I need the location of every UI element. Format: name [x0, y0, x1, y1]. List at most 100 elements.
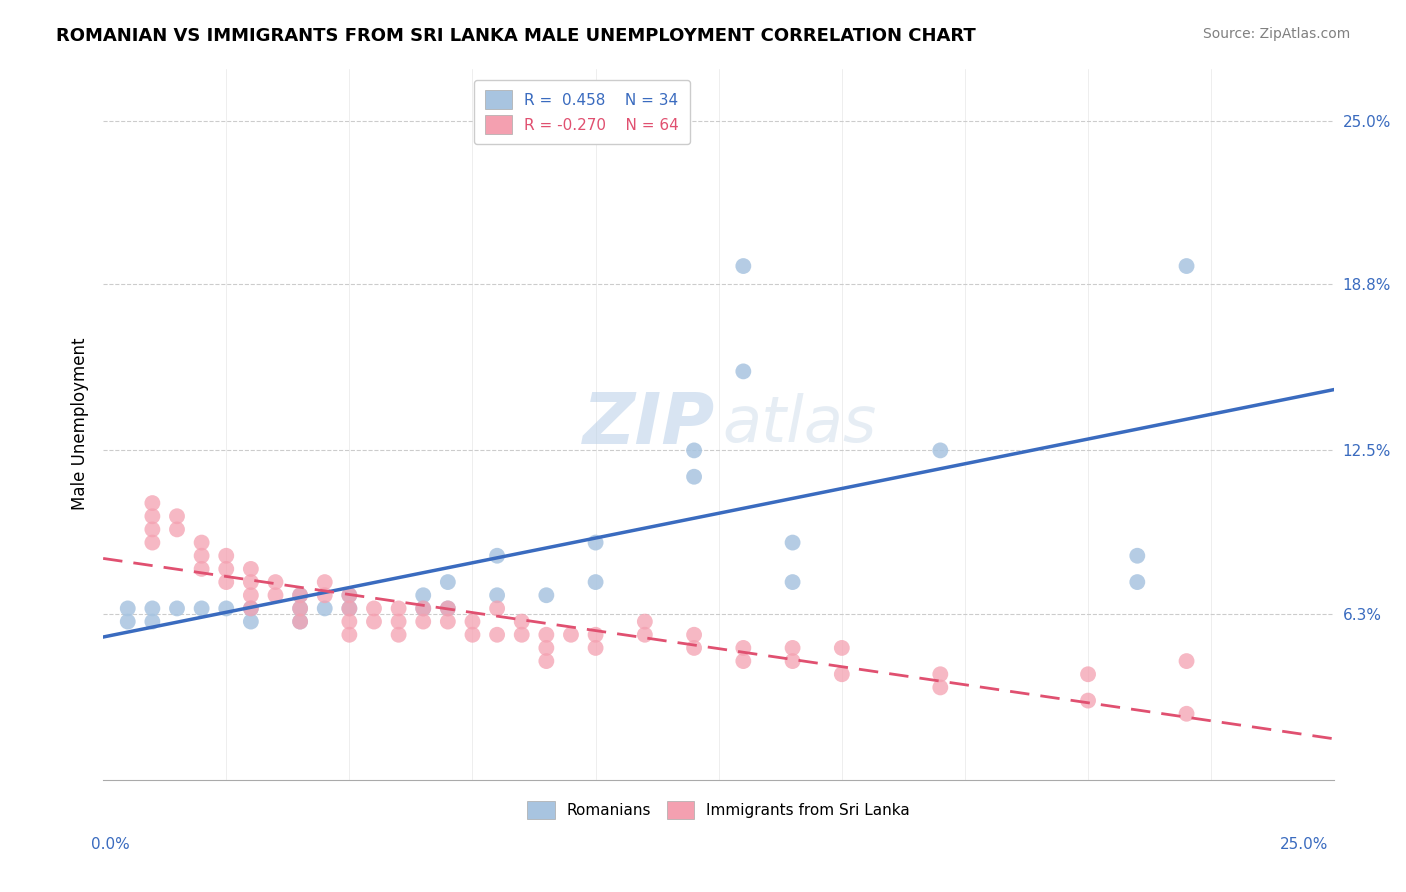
Point	[461, 628, 484, 642]
Point	[239, 588, 262, 602]
Point	[782, 654, 804, 668]
Point	[1175, 654, 1198, 668]
Point	[288, 601, 311, 615]
Legend: Romanians, Immigrants from Sri Lanka: Romanians, Immigrants from Sri Lanka	[522, 795, 917, 825]
Point	[264, 588, 287, 602]
Point	[288, 615, 311, 629]
Point	[536, 588, 558, 602]
Point	[239, 562, 262, 576]
Point	[141, 523, 163, 537]
Point	[337, 601, 360, 615]
Text: atlas: atlas	[723, 393, 877, 455]
Point	[388, 628, 411, 642]
Point	[437, 601, 460, 615]
Point	[239, 575, 262, 590]
Point	[337, 588, 360, 602]
Point	[486, 628, 509, 642]
Point	[166, 601, 188, 615]
Point	[536, 654, 558, 668]
Point	[733, 640, 755, 655]
Point	[117, 601, 139, 615]
Point	[190, 601, 212, 615]
Point	[585, 628, 607, 642]
Point	[215, 575, 238, 590]
Point	[585, 640, 607, 655]
Point	[215, 549, 238, 563]
Point	[190, 562, 212, 576]
Point	[1126, 549, 1149, 563]
Point	[634, 628, 657, 642]
Point	[314, 601, 336, 615]
Point	[141, 615, 163, 629]
Point	[683, 640, 706, 655]
Point	[166, 523, 188, 537]
Point	[141, 509, 163, 524]
Point	[337, 601, 360, 615]
Point	[733, 259, 755, 273]
Point	[782, 575, 804, 590]
Y-axis label: Male Unemployment: Male Unemployment	[72, 338, 89, 510]
Point	[239, 601, 262, 615]
Point	[363, 601, 385, 615]
Text: Source: ZipAtlas.com: Source: ZipAtlas.com	[1202, 27, 1350, 41]
Point	[314, 588, 336, 602]
Point	[486, 601, 509, 615]
Point	[166, 509, 188, 524]
Point	[486, 549, 509, 563]
Point	[733, 364, 755, 378]
Point	[486, 588, 509, 602]
Point	[1077, 667, 1099, 681]
Point	[288, 588, 311, 602]
Point	[239, 601, 262, 615]
Text: ZIP: ZIP	[582, 390, 716, 458]
Point	[337, 628, 360, 642]
Point	[683, 469, 706, 483]
Point	[929, 667, 952, 681]
Point	[536, 640, 558, 655]
Point	[929, 443, 952, 458]
Point	[215, 601, 238, 615]
Point	[733, 654, 755, 668]
Point	[1126, 575, 1149, 590]
Point	[585, 575, 607, 590]
Point	[190, 549, 212, 563]
Point	[239, 615, 262, 629]
Point	[288, 588, 311, 602]
Point	[831, 640, 853, 655]
Point	[141, 535, 163, 549]
Point	[437, 575, 460, 590]
Point	[510, 615, 533, 629]
Text: 25.0%: 25.0%	[1281, 837, 1329, 852]
Point	[1077, 693, 1099, 707]
Point	[412, 601, 434, 615]
Point	[190, 535, 212, 549]
Point	[314, 575, 336, 590]
Point	[141, 601, 163, 615]
Point	[363, 615, 385, 629]
Point	[117, 615, 139, 629]
Point	[388, 615, 411, 629]
Point	[141, 496, 163, 510]
Point	[634, 615, 657, 629]
Point	[929, 681, 952, 695]
Point	[560, 628, 582, 642]
Point	[536, 628, 558, 642]
Point	[388, 601, 411, 615]
Point	[412, 601, 434, 615]
Point	[782, 640, 804, 655]
Point	[412, 615, 434, 629]
Point	[683, 443, 706, 458]
Point	[337, 588, 360, 602]
Point	[437, 601, 460, 615]
Point	[264, 575, 287, 590]
Point	[1175, 706, 1198, 721]
Point	[461, 615, 484, 629]
Point	[412, 588, 434, 602]
Text: ROMANIAN VS IMMIGRANTS FROM SRI LANKA MALE UNEMPLOYMENT CORRELATION CHART: ROMANIAN VS IMMIGRANTS FROM SRI LANKA MA…	[56, 27, 976, 45]
Point	[288, 615, 311, 629]
Text: 0.0%: 0.0%	[91, 837, 131, 852]
Point	[683, 628, 706, 642]
Point	[585, 535, 607, 549]
Point	[337, 615, 360, 629]
Point	[1175, 259, 1198, 273]
